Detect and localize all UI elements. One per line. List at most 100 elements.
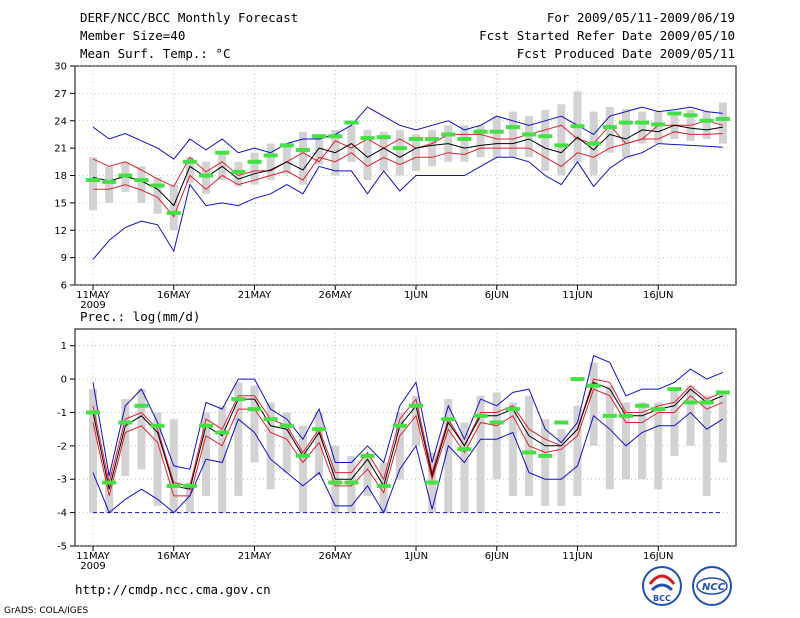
member-range-box xyxy=(654,111,663,144)
produced-date: Fcst Produced Date 2009/05/11 xyxy=(516,46,735,61)
member-range-box xyxy=(460,422,469,513)
member-range-box xyxy=(266,402,275,490)
observed-marker xyxy=(199,173,214,178)
member-range-box xyxy=(444,399,453,513)
observed-marker xyxy=(247,159,262,164)
observed-marker xyxy=(586,141,601,146)
observed-marker xyxy=(425,137,440,141)
member-range-box xyxy=(541,419,550,506)
member-range-box xyxy=(638,402,647,480)
ncc-logo-text: NCC xyxy=(702,582,726,593)
member-range-box xyxy=(654,402,663,490)
observed-marker xyxy=(182,483,197,488)
observed-marker xyxy=(667,387,682,392)
observed-marker xyxy=(312,134,327,139)
y-tick-label: 15 xyxy=(54,198,67,209)
observed-marker xyxy=(473,129,488,134)
y-tick-label: 24 xyxy=(54,116,67,127)
observed-marker xyxy=(667,111,682,116)
member-range-box xyxy=(508,111,517,158)
member-range-box xyxy=(315,412,324,476)
observed-marker xyxy=(602,413,617,418)
plot-frame xyxy=(74,328,737,547)
observed-marker xyxy=(150,183,165,188)
y-tick-label: -5 xyxy=(57,542,67,553)
member-range-box xyxy=(557,429,566,506)
observed-marker xyxy=(683,400,698,405)
member-range-box xyxy=(718,392,727,463)
observed-marker xyxy=(134,403,149,408)
y-tick-label: 6 xyxy=(61,281,67,292)
plot-frame xyxy=(74,65,737,286)
member-range-box xyxy=(234,161,243,187)
observed-marker xyxy=(102,179,117,184)
y-tick-label: 12 xyxy=(54,226,67,237)
observed-marker xyxy=(86,410,100,415)
member-range-box xyxy=(460,125,469,162)
x-year-label: 2009 xyxy=(80,300,105,311)
x-year-label: 2009 xyxy=(80,561,105,572)
observed-marker xyxy=(166,210,181,215)
observed-marker xyxy=(651,407,666,412)
observed-marker xyxy=(279,143,294,148)
series-lower xyxy=(92,388,723,497)
member-range-box xyxy=(621,402,630,480)
observed-marker xyxy=(392,146,407,151)
x-tick-label: 11JUN xyxy=(562,551,592,562)
member-range-box xyxy=(492,116,501,158)
x-tick-label: 21MAY xyxy=(238,551,272,562)
footer-url[interactable]: http://cmdp.ncc.cma.gov.cn xyxy=(75,582,271,597)
observed-marker xyxy=(295,147,310,152)
observed-marker xyxy=(295,453,310,458)
observed-marker xyxy=(409,137,423,141)
member-range-box xyxy=(153,412,162,506)
observed-marker xyxy=(328,480,343,485)
observed-marker xyxy=(118,173,133,178)
member-range-box xyxy=(621,108,630,158)
observed-marker xyxy=(360,136,375,141)
observed-marker xyxy=(570,377,585,382)
observed-marker xyxy=(635,403,650,408)
member-range-box xyxy=(234,382,243,496)
observed-marker xyxy=(570,124,585,129)
member-range-box xyxy=(185,157,194,183)
observed-marker xyxy=(522,450,537,455)
bcc-logo: BCC xyxy=(642,566,682,606)
observed-marker xyxy=(328,134,343,139)
observed-marker xyxy=(166,483,181,488)
observed-marker xyxy=(118,420,133,425)
x-tick-label: 6JUN xyxy=(485,290,509,301)
observed-marker xyxy=(715,116,730,121)
observed-marker xyxy=(199,423,214,428)
precip-title: Prec.: log(mm/d) xyxy=(80,309,200,324)
observed-marker xyxy=(312,427,327,432)
member-range-box xyxy=(89,157,97,211)
x-tick-label: 16JUN xyxy=(643,290,673,301)
series-upper xyxy=(92,120,723,188)
observed-marker xyxy=(182,159,197,164)
observed-marker xyxy=(263,153,278,158)
member-range-box xyxy=(169,184,178,231)
member-range-box xyxy=(298,425,307,513)
member-range-box xyxy=(412,395,420,446)
grads-credit: GrADS: COLA/IGES xyxy=(4,606,89,616)
observed-marker xyxy=(554,143,569,148)
observed-marker xyxy=(215,430,230,435)
member-range-box xyxy=(137,166,146,203)
member-range-box xyxy=(282,143,291,174)
observed-marker xyxy=(150,423,165,428)
member-range-box xyxy=(105,472,114,513)
observed-marker xyxy=(360,453,375,458)
chart-title: DERF/NCC/BCC Monthly Forecast xyxy=(80,10,299,25)
member-range-box xyxy=(557,104,566,176)
series-max xyxy=(92,106,723,160)
observed-marker xyxy=(473,413,488,418)
y-tick-label: 18 xyxy=(54,171,67,182)
x-tick-label: 6JUN xyxy=(485,551,509,562)
observed-marker xyxy=(409,403,423,408)
observed-marker xyxy=(441,132,456,137)
member-range-box xyxy=(702,111,711,139)
series-max xyxy=(92,355,723,477)
observed-marker xyxy=(505,125,520,130)
observed-marker xyxy=(635,120,650,125)
